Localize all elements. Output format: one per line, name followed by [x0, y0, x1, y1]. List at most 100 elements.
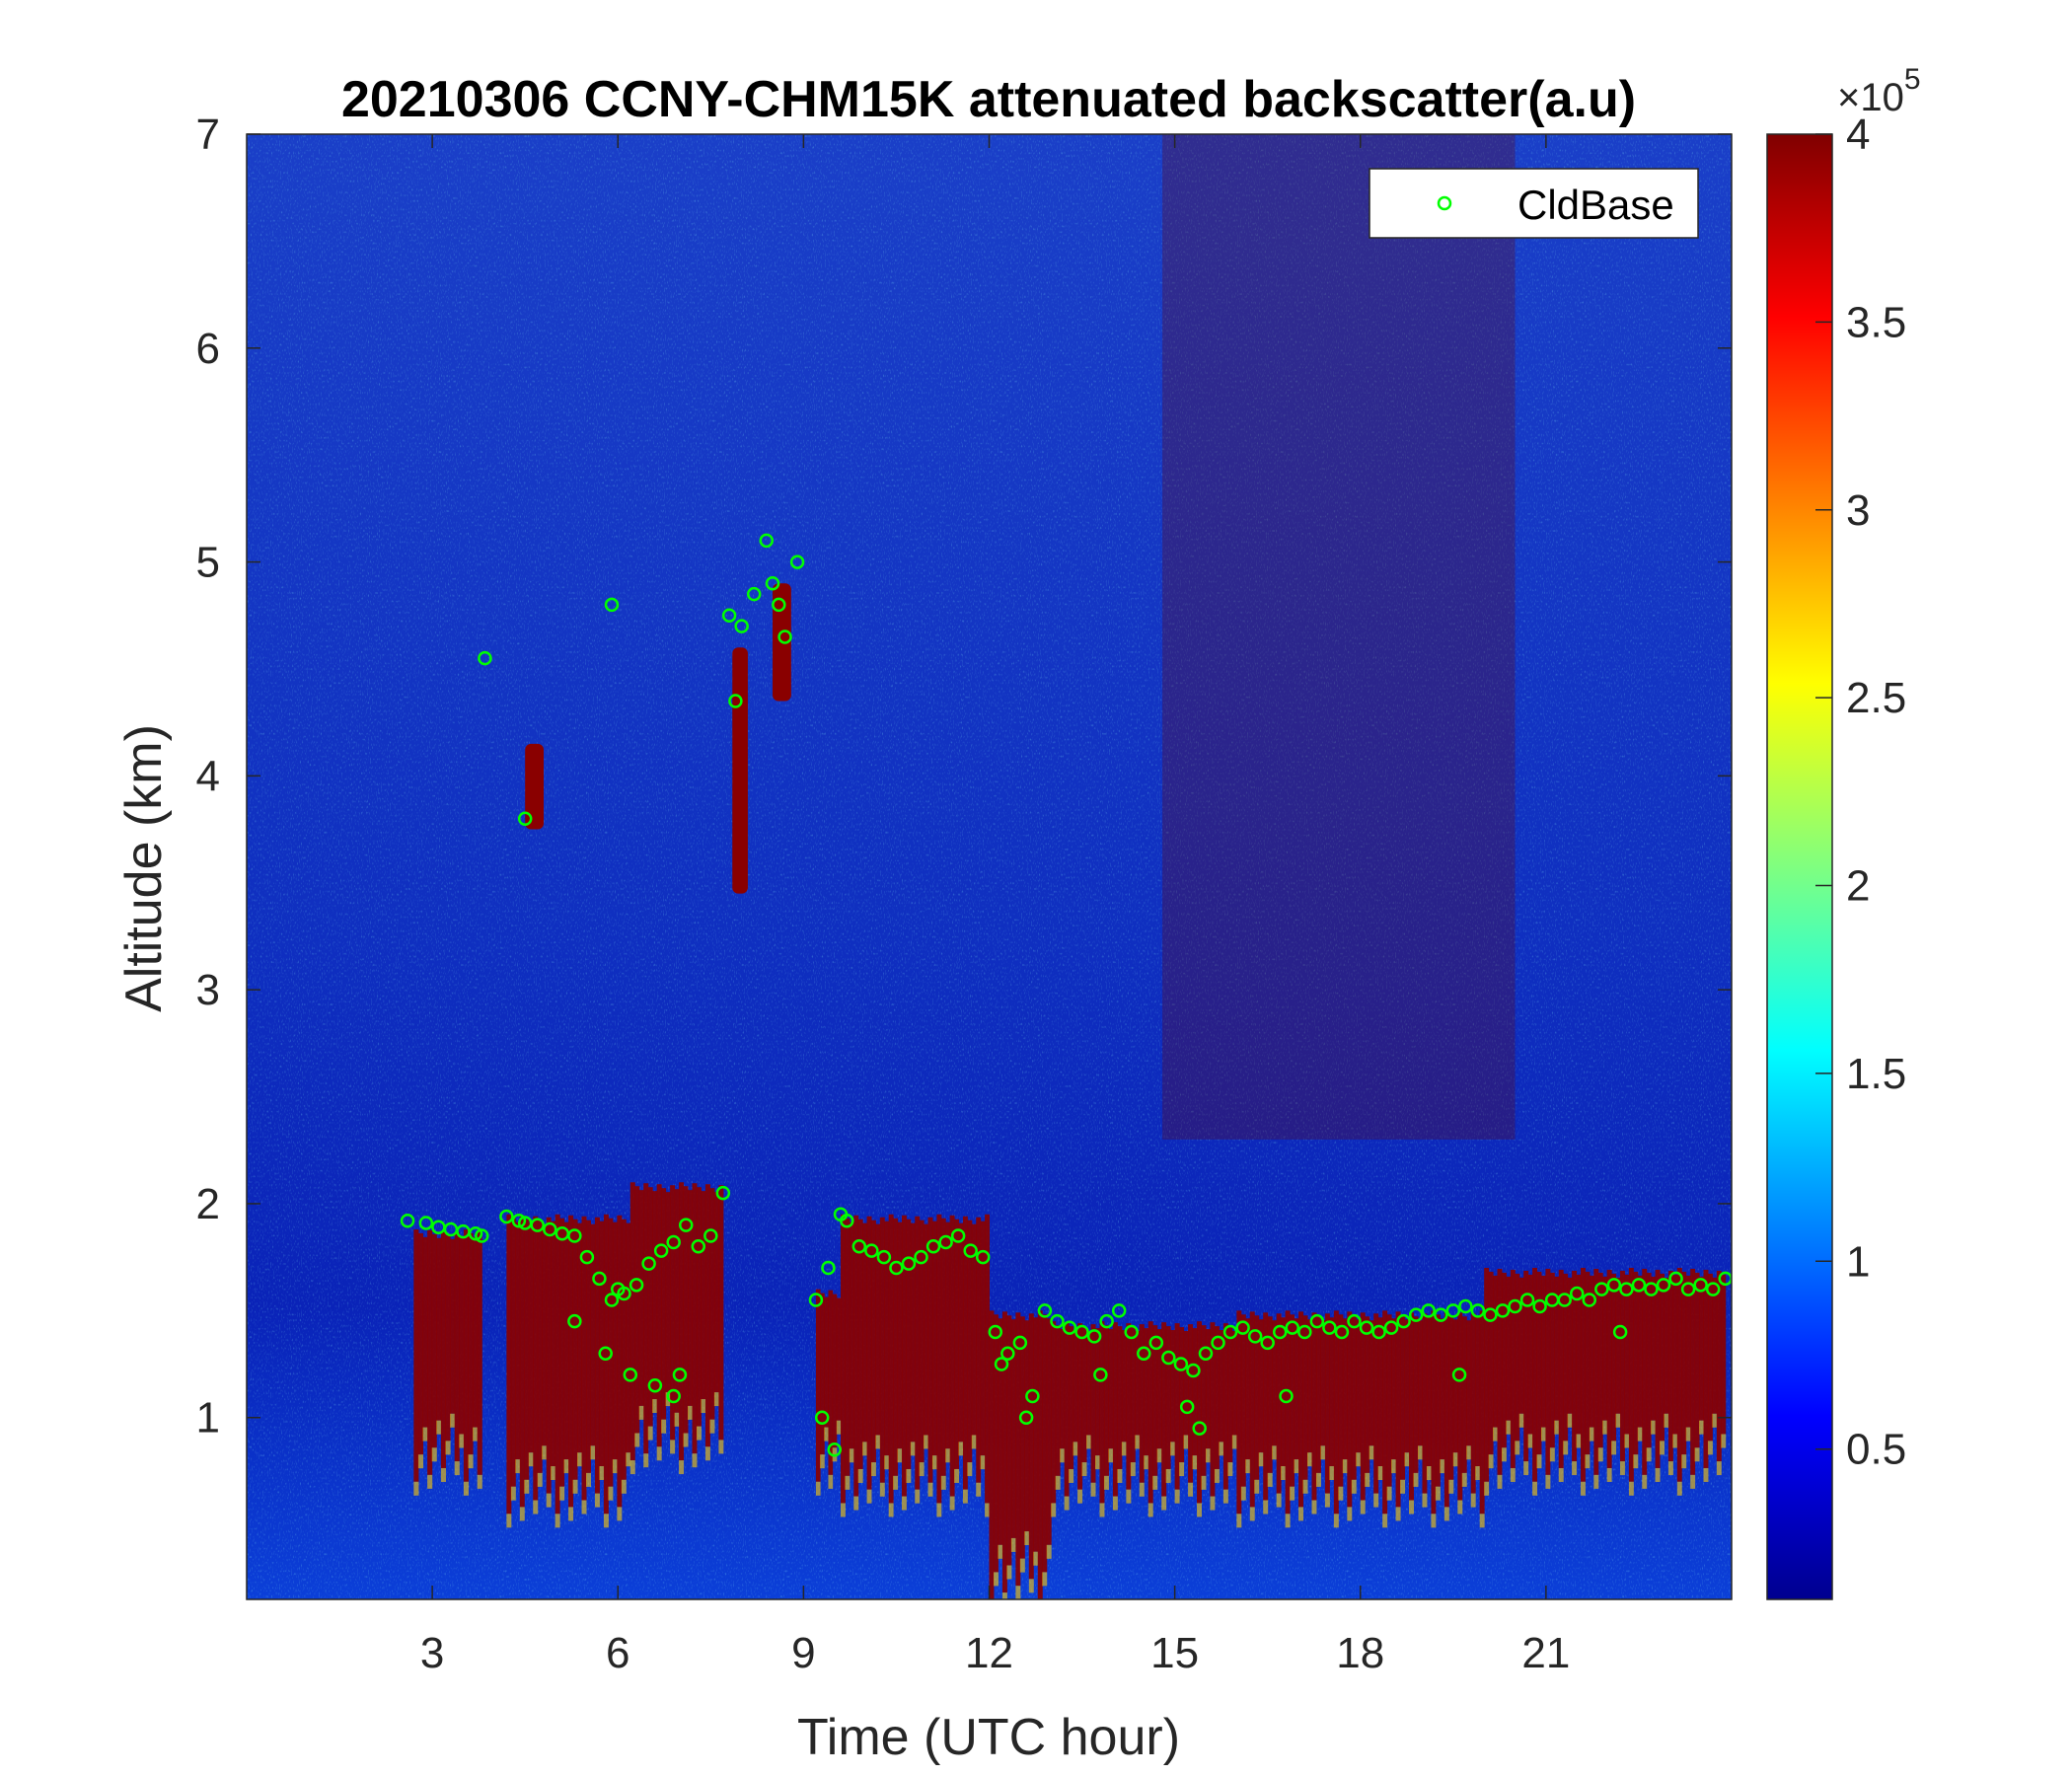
cloud-edge-cell	[1188, 1482, 1194, 1497]
cldbase-point	[1705, 1282, 1721, 1296]
cloud-cell	[1064, 1322, 1070, 1497]
cloud-edge-cell	[1452, 1452, 1458, 1467]
cloud-edge-cell	[915, 1489, 921, 1504]
x-tick-label: 18	[1336, 1629, 1384, 1677]
cloud-cell	[1360, 1312, 1366, 1501]
cloud-cell	[906, 1219, 912, 1469]
cloud-edge-cell	[815, 1481, 821, 1496]
cloud-edge-cell	[866, 1489, 872, 1504]
cloud-edge-cell	[857, 1468, 863, 1483]
cloud-cell	[417, 1232, 424, 1455]
cloud-cell	[1356, 1319, 1362, 1453]
cldbase-point	[1594, 1282, 1609, 1296]
cldbase-point	[1396, 1313, 1411, 1329]
cloud-cell	[1285, 1310, 1291, 1515]
cloud-cell	[1602, 1276, 1608, 1421]
cloud-cell	[1470, 1313, 1476, 1494]
cloud-edge-cell	[1593, 1474, 1599, 1489]
cloud-edge-cell	[1315, 1472, 1321, 1487]
cloud-cell	[1205, 1329, 1211, 1449]
cloud-edge-cell	[901, 1496, 907, 1511]
cloud-edge-cell	[1611, 1441, 1617, 1455]
cloud-edge-cell	[638, 1405, 644, 1420]
cloud-cell	[537, 1220, 543, 1473]
cldbase-point	[772, 597, 786, 613]
cldbase-point	[759, 533, 774, 549]
cloud-edge-cell	[450, 1413, 456, 1428]
cloud-cell	[1721, 1274, 1727, 1435]
cloud-edge-cell	[440, 1467, 447, 1482]
cloud-cell	[617, 1215, 623, 1508]
cldbase-point	[1470, 1303, 1486, 1318]
cloud-edge-cell	[1646, 1447, 1652, 1462]
cloud-edge-cell	[1681, 1454, 1687, 1469]
cloud-cell	[1147, 1321, 1153, 1504]
cldbase-point	[814, 1410, 830, 1425]
cloud-cell	[1567, 1277, 1573, 1414]
cloud-edge-cell	[709, 1419, 715, 1434]
cloud-edge-cell	[555, 1514, 560, 1528]
cloud-edge-cell	[954, 1468, 960, 1483]
cldbase-point	[1062, 1320, 1077, 1335]
cldbase-point	[629, 1278, 644, 1293]
cloud-cell	[1593, 1268, 1599, 1475]
cloud-edge-cell	[1510, 1467, 1516, 1482]
cldbase-point	[1347, 1313, 1362, 1329]
cloud-edge-cell	[1103, 1475, 1109, 1490]
cloud-cell	[884, 1221, 890, 1456]
cloud-edge-cell	[1197, 1503, 1202, 1517]
cloud-edge-cell	[862, 1442, 868, 1456]
cloud-cell	[1298, 1311, 1304, 1508]
cloud-edge-cell	[1130, 1462, 1136, 1477]
cloud-cell	[815, 1289, 821, 1482]
cloud-cell	[1135, 1331, 1141, 1436]
cloud-cell	[1382, 1310, 1388, 1515]
cldbase-point	[925, 1239, 941, 1254]
cloud-cell	[1108, 1329, 1114, 1449]
cloud-edge-cell	[906, 1468, 912, 1483]
cloud-cell	[1549, 1272, 1555, 1448]
cldbase-point	[604, 1293, 620, 1307]
cloud-cell	[1165, 1326, 1171, 1469]
cloud-cell	[1391, 1318, 1397, 1460]
cldbase-point	[789, 555, 805, 569]
cloud-edge-cell	[1236, 1514, 1242, 1528]
cloud-cell	[1488, 1271, 1494, 1455]
cloud-cell	[1231, 1331, 1237, 1436]
cldbase-point	[746, 586, 762, 602]
cloud-edge-cell	[621, 1479, 627, 1494]
colorbar-tick-label: 0.5	[1846, 1426, 1906, 1474]
cloud-cell	[1646, 1272, 1652, 1448]
cldbase-point	[1173, 1357, 1189, 1371]
cloud-cell	[542, 1223, 548, 1446]
cloud-cell	[1121, 1330, 1127, 1443]
cloud-cell	[1139, 1324, 1145, 1483]
high-cloud-patch	[732, 647, 748, 894]
cloud-cell	[1338, 1314, 1344, 1487]
cloud-edge-cell	[1117, 1468, 1123, 1483]
cloud-edge-cell	[1391, 1459, 1397, 1474]
cloud-cell	[1055, 1325, 1061, 1476]
colorbar-tick-label: 2	[1846, 862, 1870, 911]
cloud-edge-cell	[936, 1503, 942, 1517]
cloud-cell	[1395, 1311, 1401, 1508]
cloud-edge-cell	[1281, 1466, 1287, 1480]
cloud-edge-cell	[1655, 1467, 1661, 1482]
cloud-edge-cell	[910, 1442, 916, 1456]
cloud-cell	[1073, 1330, 1078, 1443]
cloud-edge-cell	[1448, 1479, 1454, 1494]
cloud-cell	[1112, 1322, 1118, 1497]
cloud-edge-cell	[1518, 1413, 1524, 1428]
cloud-edge-cell	[1192, 1455, 1198, 1470]
cloud-cell	[1435, 1314, 1441, 1487]
cloud-edge-cell	[1033, 1551, 1039, 1566]
cloud-edge-cell	[563, 1459, 569, 1474]
cldbase-point	[1198, 1346, 1214, 1361]
cloud-cell	[1051, 1321, 1057, 1504]
cloud-edge-cell	[949, 1496, 955, 1511]
cloud-cell	[1712, 1277, 1718, 1414]
cloud-cell	[1152, 1325, 1158, 1476]
cloud-edge-cell	[1227, 1462, 1233, 1477]
cloud-cell	[1307, 1319, 1312, 1453]
